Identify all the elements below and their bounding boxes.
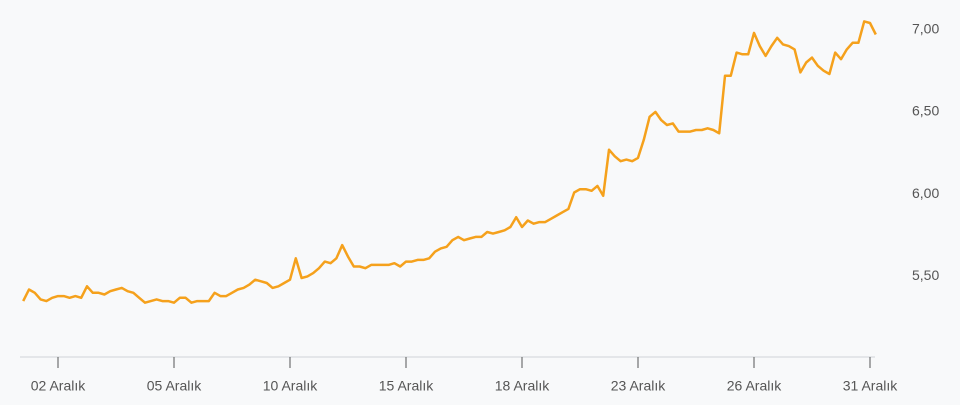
- x-tick-label: 26 Aralık: [727, 378, 782, 394]
- price-line: [22, 20, 877, 304]
- x-tick-label: 10 Aralık: [263, 378, 318, 394]
- x-tick-label: 23 Aralık: [611, 378, 666, 394]
- x-tick-label: 02 Aralık: [31, 378, 86, 394]
- x-tick-label: 31 Aralık: [843, 378, 898, 394]
- y-tick-label: 6,00: [912, 185, 939, 201]
- y-tick-label: 5,50: [912, 267, 939, 283]
- y-tick-label: 6,50: [912, 103, 939, 119]
- y-tick-label: 7,00: [912, 20, 939, 36]
- x-tick-label: 05 Aralık: [147, 378, 202, 394]
- x-tick-label: 18 Aralık: [495, 378, 550, 394]
- x-tick-label: 15 Aralık: [379, 378, 434, 394]
